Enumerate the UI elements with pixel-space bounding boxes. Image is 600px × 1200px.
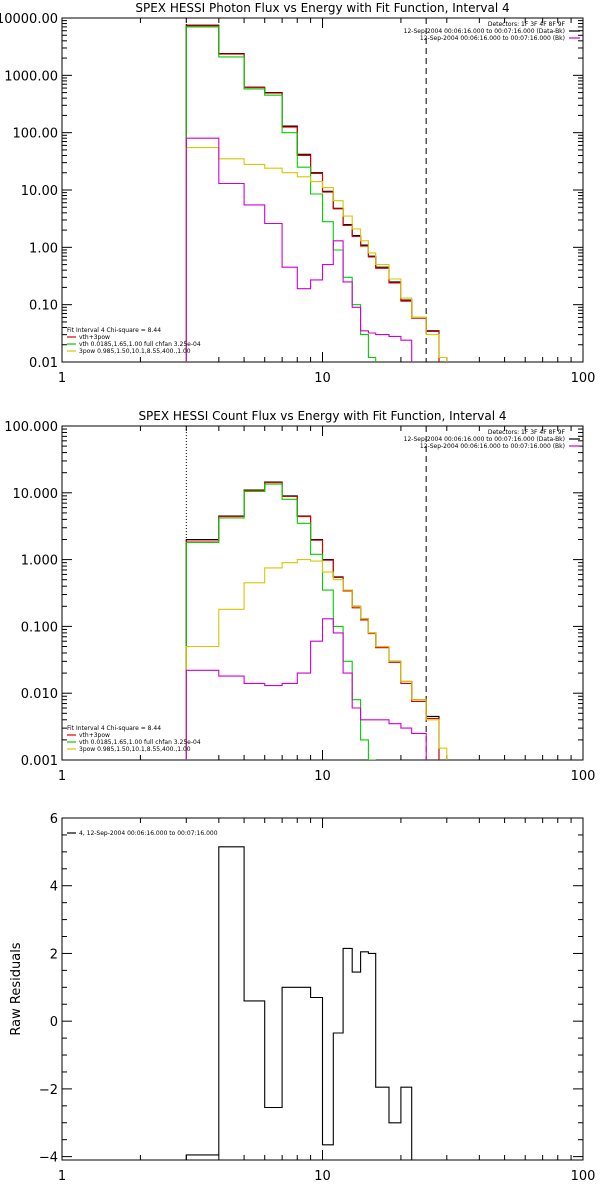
- y-tick-label: 0: [50, 1015, 58, 1030]
- y-tick-label: 100.000: [4, 420, 58, 435]
- y-tick-label: 10000.00: [0, 12, 58, 27]
- y-tick-label: 4: [50, 880, 58, 895]
- header-line-1: Detectors: 1F 3F 4F 8F 9F: [488, 429, 566, 436]
- y-tick-label: 6: [50, 812, 58, 827]
- header-line-2: 12-Sep-2004 00:06:16.000 to 00:07:16.000…: [404, 28, 565, 35]
- y-tick-label: 2: [50, 947, 58, 962]
- x-tick-label: 1: [58, 769, 66, 784]
- plot-title: SPEX HESSI Count Flux vs Energy with Fit…: [138, 409, 506, 423]
- x-tick-label: 100: [571, 371, 596, 386]
- plot-panel-3: Raw Residuals 1 10 100 −4 −2 0 2 4 6 4, 12-Sep-200…: [9, 812, 595, 1184]
- legend-entry-3: vth 0.0185,1.65,1.00 full chfan 3.25e-04: [79, 341, 201, 348]
- series-line-5: [185, 618, 427, 760]
- y-tick-label: 0.001: [21, 754, 58, 769]
- y-tick-label: 0.100: [21, 620, 58, 635]
- x-tick-label: 10: [314, 371, 331, 386]
- series-line-3: [185, 483, 376, 760]
- x-tick-label: 1: [58, 1169, 66, 1184]
- series-line-3: [185, 26, 377, 362]
- x-tick-label: 10: [314, 1169, 331, 1184]
- series-line-4: [185, 559, 448, 760]
- y-tick-label: −4: [39, 1151, 58, 1166]
- y-tick-label: 0.10: [29, 299, 58, 314]
- series-line-4: [185, 147, 448, 362]
- series-line-1: [185, 481, 440, 760]
- y-tick-label: 1.00: [29, 241, 58, 256]
- legend-entry-3: vth 0.0185,1.65,1.00 full chfan 3.25e-04: [79, 739, 201, 746]
- header-line-2: 12-Sep-2004 00:06:16.000 to 00:07:16.000…: [404, 436, 565, 443]
- y-tick-label: 1000.00: [4, 69, 58, 84]
- y-tick-label: 100.00: [13, 127, 59, 142]
- series-line-1: [185, 846, 427, 1160]
- x-tick-label: 100: [571, 769, 596, 784]
- series-group: [185, 481, 448, 760]
- legend-entry-4: 3pow 0.985,1.50,10.1,8.55,400.,1.00: [79, 746, 191, 753]
- plot-title: SPEX HESSI Photon Flux vs Energy with Fi…: [135, 1, 509, 15]
- y-tick-label: 1.000: [21, 554, 58, 569]
- series-group: [185, 846, 427, 1160]
- plot-panel-2: SPEX HESSI Count Flux vs Energy with Fit…: [4, 409, 595, 784]
- series-line-5: [185, 137, 413, 362]
- series-line-2: [185, 482, 440, 760]
- x-tick-label: 1: [58, 371, 66, 386]
- header-line-3: 12-Sep-2004 00:06:16.000 to 00:07:16.000…: [420, 35, 565, 42]
- y-tick-label: 0.01: [29, 356, 58, 371]
- y-tick-label: 10.00: [21, 184, 58, 199]
- legend-entry-1: Fit Interval 4 Chi-square = 8.44: [67, 327, 161, 334]
- y-axis-label: Raw Residuals: [9, 942, 24, 1035]
- legend-entry-4: 3pow 0.985,1.50,10.1,8.55,400.,1.00: [79, 348, 191, 355]
- series-group: [185, 24, 448, 362]
- legend-entry-1: 4, 12-Sep-2004 00:06:16.000 to 00:07:16.…: [79, 830, 218, 837]
- header-line-3: 12-Sep-2004 00:06:16.000 to 00:07:16.000…: [420, 443, 565, 450]
- legend-entry-2: vth+3pow: [79, 334, 110, 341]
- header-line-1: Detectors: 1F 3F 4F 8F 9F: [488, 21, 566, 28]
- legend-entry-1: Fit Interval 4 Chi-square = 8.44: [67, 725, 161, 732]
- x-tick-label: 10: [314, 769, 331, 784]
- axes-frame: [61, 425, 584, 761]
- x-tick-label: 100: [571, 1169, 596, 1184]
- y-tick-label: −2: [39, 1083, 58, 1098]
- y-tick-label: 0.010: [21, 687, 58, 702]
- y-tick-label: 10.000: [13, 487, 59, 502]
- legend-entry-2: vth+3pow: [79, 732, 110, 739]
- plot-panel-1: SPEX HESSI Photon Flux vs Energy with Fi…: [0, 1, 595, 386]
